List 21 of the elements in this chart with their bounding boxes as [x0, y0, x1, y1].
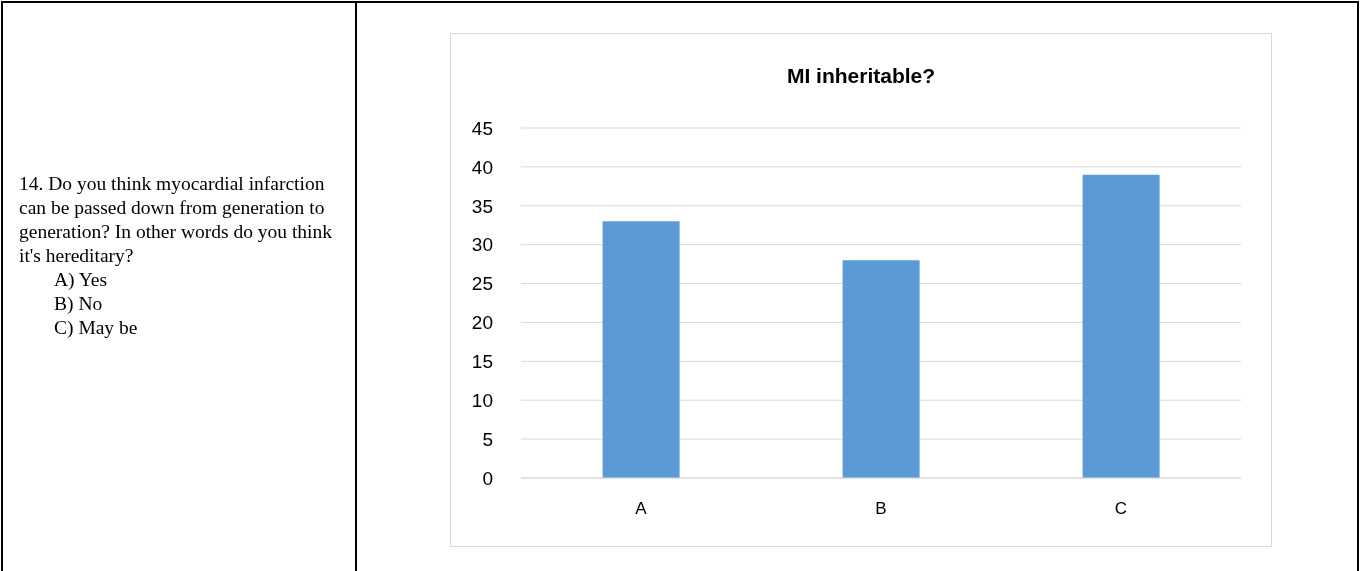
chart-title: MI inheritable? — [785, 64, 937, 88]
text: B) No — [53, 292, 104, 316]
text: A) Yes — [53, 268, 109, 292]
y-tick-label: 5 — [482, 428, 493, 450]
bar — [1082, 174, 1160, 478]
text: C) May be — [53, 316, 139, 340]
y-tick-label: 0 — [482, 467, 493, 489]
text: 14. Do you think myocardial infarction can be passed down from generation to generation? In other words do you think it's hereditary? — [19, 172, 333, 268]
y-tick-label: 20 — [471, 312, 493, 334]
y-tick-label: 45 — [471, 117, 493, 139]
bar — [842, 260, 920, 478]
x-tick-label: C — [1114, 499, 1128, 519]
y-tick-label: 25 — [471, 273, 493, 295]
x-tick-label: B — [875, 499, 887, 519]
y-tick-label: 10 — [471, 389, 493, 411]
y-tick-label: 30 — [471, 234, 493, 256]
y-tick-label: 15 — [471, 351, 493, 373]
x-tick-label: A — [635, 499, 648, 519]
y-tick-label: 35 — [471, 195, 493, 217]
bar — [602, 221, 680, 478]
y-tick-label: 40 — [471, 156, 493, 178]
